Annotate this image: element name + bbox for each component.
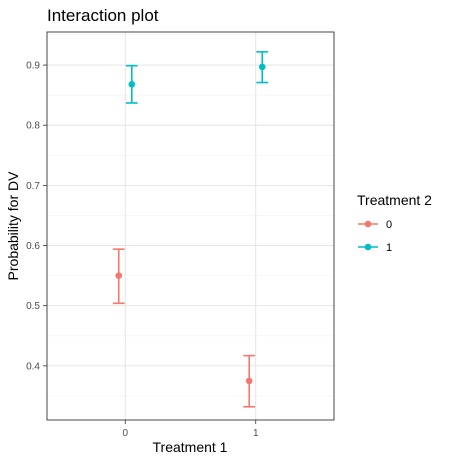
legend-item: 0 bbox=[358, 219, 392, 231]
data-point bbox=[115, 272, 122, 279]
legend-item: 1 bbox=[358, 242, 392, 254]
y-tick-label: 0.8 bbox=[26, 121, 40, 132]
legend-key-point bbox=[365, 221, 372, 228]
legend-title: Treatment 2 bbox=[357, 192, 432, 208]
panel-background bbox=[47, 32, 334, 420]
y-tick-label: 0.7 bbox=[26, 181, 40, 192]
y-tick-label: 0.9 bbox=[26, 61, 40, 72]
data-point bbox=[128, 81, 135, 88]
y-tick-label: 0.6 bbox=[26, 241, 40, 252]
y-tick-label: 0.5 bbox=[26, 301, 40, 312]
data-point bbox=[246, 378, 253, 385]
chart-title: Interaction plot bbox=[47, 6, 159, 25]
legend-label: 1 bbox=[386, 242, 392, 254]
x-tick-label: 1 bbox=[253, 428, 259, 439]
x-tick-label: 0 bbox=[122, 428, 128, 439]
y-axis-title: Probability for DV bbox=[5, 171, 21, 281]
legend: Treatment 2 0 1 bbox=[357, 192, 432, 254]
data-point bbox=[259, 64, 266, 71]
legend-key-point bbox=[365, 244, 372, 251]
x-axis-title: Treatment 1 bbox=[153, 439, 228, 455]
plot-area bbox=[47, 32, 334, 420]
y-tick-label: 0.4 bbox=[26, 361, 40, 372]
legend-label: 0 bbox=[386, 219, 392, 231]
